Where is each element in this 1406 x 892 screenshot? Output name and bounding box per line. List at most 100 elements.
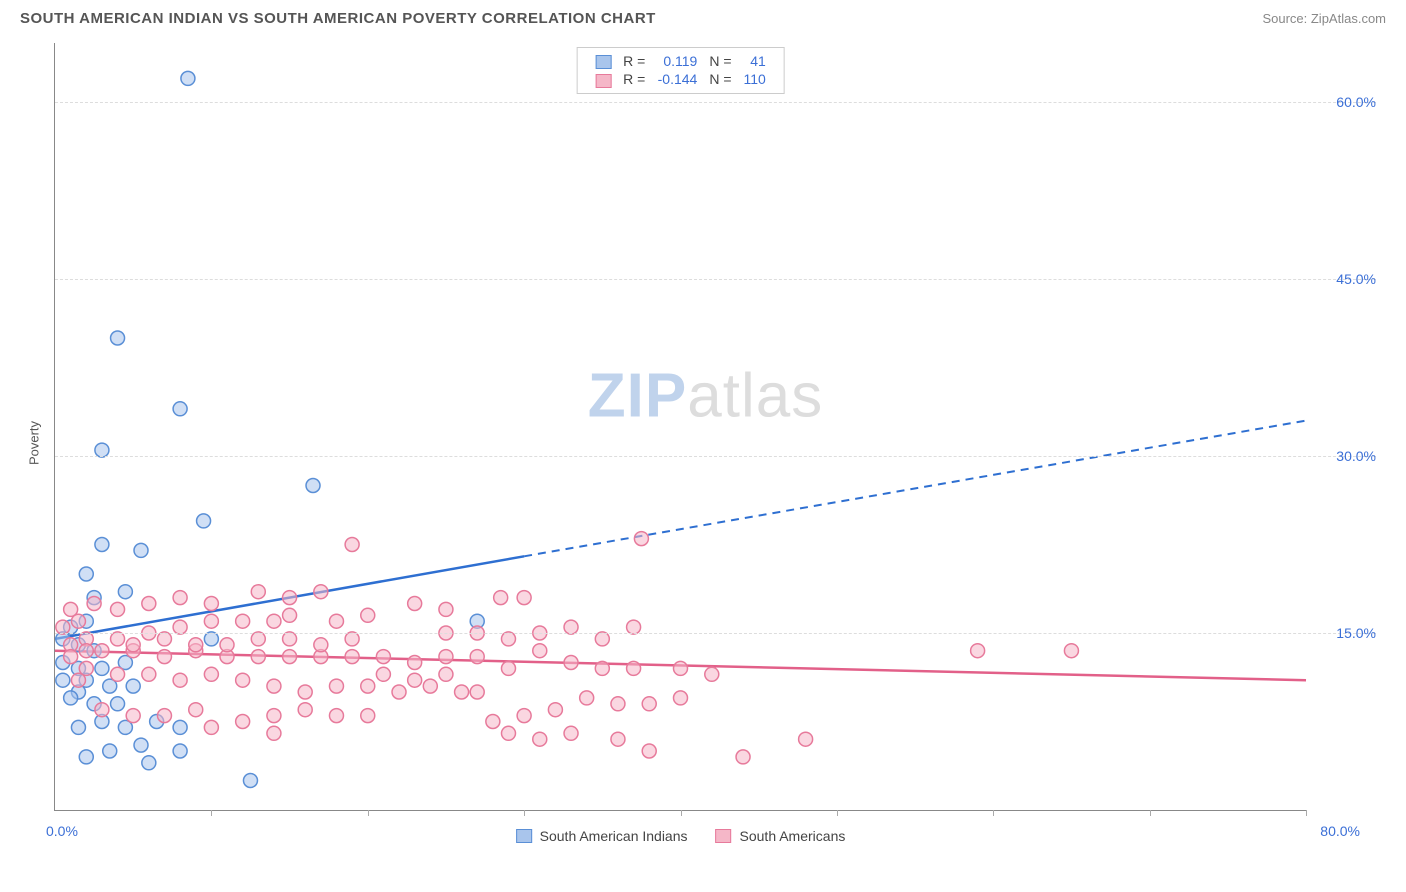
data-point <box>345 632 359 646</box>
data-point <box>408 656 422 670</box>
y-axis-label: Poverty <box>27 421 42 465</box>
data-point <box>392 685 406 699</box>
x-tick-mark <box>211 810 212 816</box>
data-point <box>971 644 985 658</box>
chart-header: SOUTH AMERICAN INDIAN VS SOUTH AMERICAN … <box>0 0 1406 33</box>
data-point <box>126 709 140 723</box>
data-point <box>455 685 469 699</box>
data-point <box>361 709 375 723</box>
data-point <box>627 620 641 634</box>
data-point <box>486 715 500 729</box>
data-point <box>173 620 187 634</box>
data-point <box>79 567 93 581</box>
data-point <box>142 597 156 611</box>
gridline <box>55 279 1376 280</box>
data-point <box>197 514 211 528</box>
legend-item: South Americans <box>716 828 846 844</box>
data-point <box>564 656 578 670</box>
data-point <box>361 608 375 622</box>
data-point <box>408 673 422 687</box>
x-tick-mark <box>1306 810 1307 816</box>
data-point <box>705 667 719 681</box>
data-point <box>283 591 297 605</box>
data-point <box>79 644 93 658</box>
data-point <box>329 679 343 693</box>
data-point <box>111 632 125 646</box>
data-point <box>243 774 257 788</box>
data-point <box>595 632 609 646</box>
gridline <box>55 633 1376 634</box>
data-point <box>64 691 78 705</box>
legend-swatch <box>716 829 732 843</box>
data-point <box>126 679 140 693</box>
data-point <box>236 673 250 687</box>
data-point <box>376 650 390 664</box>
data-point <box>95 443 109 457</box>
data-point <box>298 685 312 699</box>
plot-area: ZIPatlas R =0.119N =41R =-0.144N =110 So… <box>54 43 1306 811</box>
data-point <box>376 667 390 681</box>
data-point <box>87 597 101 611</box>
data-point <box>189 638 203 652</box>
data-point <box>611 697 625 711</box>
data-point <box>181 71 195 85</box>
data-point <box>64 650 78 664</box>
y-tick-label: 45.0% <box>1312 271 1376 287</box>
data-point <box>111 697 125 711</box>
r-label: R = <box>617 70 651 88</box>
scatter-points-layer <box>55 43 1306 810</box>
data-point <box>501 632 515 646</box>
data-point <box>423 679 437 693</box>
data-point <box>79 750 93 764</box>
data-point <box>533 644 547 658</box>
data-point <box>134 738 148 752</box>
data-point <box>95 538 109 552</box>
data-point <box>95 644 109 658</box>
data-point <box>283 650 297 664</box>
data-point <box>236 614 250 628</box>
correlation-row: R =0.119N =41 <box>589 52 772 70</box>
data-point <box>517 591 531 605</box>
data-point <box>267 726 281 740</box>
correlation-row: R =-0.144N =110 <box>589 70 772 88</box>
data-point <box>95 661 109 675</box>
data-point <box>267 709 281 723</box>
data-point <box>111 331 125 345</box>
data-point <box>439 650 453 664</box>
data-point <box>642 744 656 758</box>
data-point <box>283 608 297 622</box>
y-tick-label: 30.0% <box>1312 448 1376 464</box>
data-point <box>157 650 171 664</box>
x-axis-start-label: 0.0% <box>46 823 78 839</box>
n-value: 110 <box>738 70 772 88</box>
data-point <box>314 585 328 599</box>
data-point <box>329 709 343 723</box>
data-point <box>298 703 312 717</box>
chart-container: Poverty ZIPatlas R =0.119N =41R =-0.144N… <box>40 33 1386 853</box>
data-point <box>329 614 343 628</box>
data-point <box>595 661 609 675</box>
x-tick-mark <box>1150 810 1151 816</box>
data-point <box>501 726 515 740</box>
data-point <box>173 402 187 416</box>
data-point <box>134 543 148 557</box>
legend-swatch <box>595 74 611 88</box>
r-value: -0.144 <box>651 70 703 88</box>
data-point <box>627 661 641 675</box>
x-tick-mark <box>524 810 525 816</box>
data-point <box>204 667 218 681</box>
data-point <box>118 585 132 599</box>
data-point <box>674 661 688 675</box>
data-point <box>157 632 171 646</box>
data-point <box>173 720 187 734</box>
data-point <box>439 667 453 681</box>
data-point <box>142 667 156 681</box>
data-point <box>71 614 85 628</box>
r-label: R = <box>617 52 651 70</box>
data-point <box>236 715 250 729</box>
correlation-legend: R =0.119N =41R =-0.144N =110 <box>576 47 785 94</box>
data-point <box>173 673 187 687</box>
data-point <box>267 679 281 693</box>
data-point <box>674 691 688 705</box>
data-point <box>634 532 648 546</box>
